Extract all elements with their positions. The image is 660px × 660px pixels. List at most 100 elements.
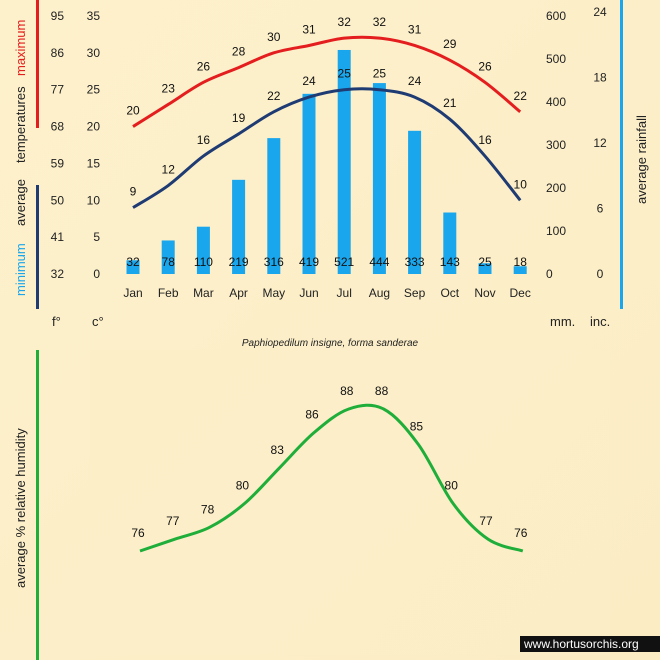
maximum-axis-bar — [36, 0, 39, 128]
month-label: Oct — [440, 286, 459, 300]
rainfall-data-label: 110 — [194, 255, 213, 269]
month-label: Mar — [193, 286, 214, 300]
humidity-data-label: 77 — [166, 514, 180, 528]
minimum-data-label: 10 — [514, 177, 528, 191]
month-label: Sep — [404, 286, 426, 300]
celsius-tick: 10 — [87, 193, 101, 207]
fahrenheit-tick: 95 — [51, 9, 65, 23]
maximum-data-label: 26 — [478, 59, 492, 73]
maximum-data-label: 32 — [373, 15, 387, 29]
humidity-data-label: 88 — [375, 384, 389, 398]
month-label: Jun — [299, 286, 318, 300]
minimum-data-label: 12 — [162, 163, 176, 177]
maximum-line — [132, 35, 522, 128]
fahrenheit-tick: 32 — [51, 267, 65, 281]
rainfall-data-label: 143 — [440, 255, 460, 269]
rainfall-bar — [478, 263, 492, 274]
minimum-data-label: 24 — [302, 74, 316, 88]
inches-tick: 6 — [597, 201, 604, 215]
mm-tick: 600 — [546, 9, 566, 23]
month-label: Dec — [510, 286, 531, 300]
rainfall-data-label: 333 — [405, 255, 425, 269]
rainfall-data-label: 444 — [369, 255, 389, 269]
maximum-data-label: 31 — [408, 22, 422, 36]
humidity-data-label: 76 — [514, 526, 528, 540]
fahrenheit-tick: 77 — [51, 83, 65, 97]
humidity-data-label: 80 — [445, 479, 459, 493]
celsius-tick: 5 — [93, 230, 100, 244]
humidity-axis-bar — [36, 350, 39, 660]
minimum-data-label: 25 — [338, 67, 352, 81]
minimum-data-label: 19 — [232, 111, 246, 125]
temperatures-label: temperatures — [13, 86, 28, 163]
month-label: May — [262, 286, 285, 300]
inches-tick: 0 — [597, 267, 604, 281]
maximum-data-label: 28 — [232, 45, 246, 59]
humidity-data-label: 76 — [131, 526, 145, 540]
watermark-text: www.hortusorchis.org — [523, 637, 639, 651]
rainfall-bar — [337, 49, 351, 274]
minimum-data-label: 16 — [197, 133, 211, 147]
inches-tick: 18 — [593, 70, 607, 84]
watermark-box — [520, 636, 660, 652]
celsius-tick: 15 — [87, 156, 101, 170]
rainfall-data-label: 521 — [334, 255, 354, 269]
mm-unit: mm. — [550, 314, 575, 329]
rainfall-bar — [196, 226, 210, 274]
maximum-label: maximum — [13, 20, 28, 76]
celsius-tick: 20 — [87, 120, 101, 134]
minimum-axis-bar — [36, 185, 39, 309]
mm-tick: 400 — [546, 95, 566, 109]
rainfall-label: average rainfall — [634, 115, 649, 204]
average-label: average — [13, 179, 28, 226]
maximum-data-label: 23 — [162, 81, 176, 95]
chart-title: Paphiopedilum insigne, forma sanderae — [242, 338, 419, 349]
rainfall-data-label: 78 — [162, 255, 176, 269]
celsius-tick: 30 — [87, 46, 101, 60]
fahrenheit-tick: 68 — [51, 120, 65, 134]
rainfall-bar — [372, 83, 386, 274]
maximum-data-label: 20 — [126, 104, 140, 118]
mm-tick: 200 — [546, 181, 566, 195]
rainfall-bar — [443, 212, 457, 274]
rainfall-data-label: 316 — [264, 255, 284, 269]
month-label: Aug — [369, 286, 390, 300]
inches-tick: 12 — [593, 136, 607, 150]
maximum-data-label: 26 — [197, 59, 211, 73]
maximum-data-label: 29 — [443, 37, 457, 51]
maximum-data-label: 30 — [267, 30, 281, 44]
mm-tick: 500 — [546, 52, 566, 66]
maximum-data-label: 22 — [514, 89, 528, 103]
humidity-data-label: 88 — [340, 384, 354, 398]
inches-tick: 24 — [593, 5, 607, 19]
humidity-data-label: 78 — [201, 502, 215, 516]
fahrenheit-tick: 86 — [51, 46, 65, 60]
rainfall-bar — [232, 179, 246, 274]
minimum-data-label: 21 — [443, 96, 457, 110]
minimum-data-label: 22 — [267, 89, 281, 103]
rainfall-data-label: 32 — [126, 255, 140, 269]
minimum-data-label: 25 — [373, 67, 387, 81]
maximum-data-label: 32 — [338, 15, 352, 29]
maximum-data-label: 31 — [302, 22, 316, 36]
celsius-tick: 0 — [93, 267, 100, 281]
minimum-data-label: 16 — [478, 133, 492, 147]
humidity-data-label: 77 — [479, 514, 493, 528]
celsius-tick: 25 — [87, 83, 101, 97]
fahrenheit-tick: 59 — [51, 156, 65, 170]
rainfall-bar — [408, 130, 422, 274]
humidity-data-label: 85 — [410, 420, 424, 434]
month-label: Jan — [123, 286, 142, 300]
rainfall-bar — [513, 266, 527, 274]
rainfall-axis-bar — [620, 0, 623, 309]
mm-tick: 100 — [546, 224, 566, 238]
celsius-unit: c° — [92, 314, 104, 329]
humidity-label: average % relative humidity — [13, 428, 28, 588]
rainfall-bar — [267, 138, 281, 274]
humidity-panel — [90, 350, 610, 655]
fahrenheit-unit: f° — [52, 314, 61, 329]
minimum-data-label: 9 — [130, 185, 137, 199]
humidity-line — [139, 403, 524, 553]
minimum-data-label: 24 — [408, 74, 422, 88]
